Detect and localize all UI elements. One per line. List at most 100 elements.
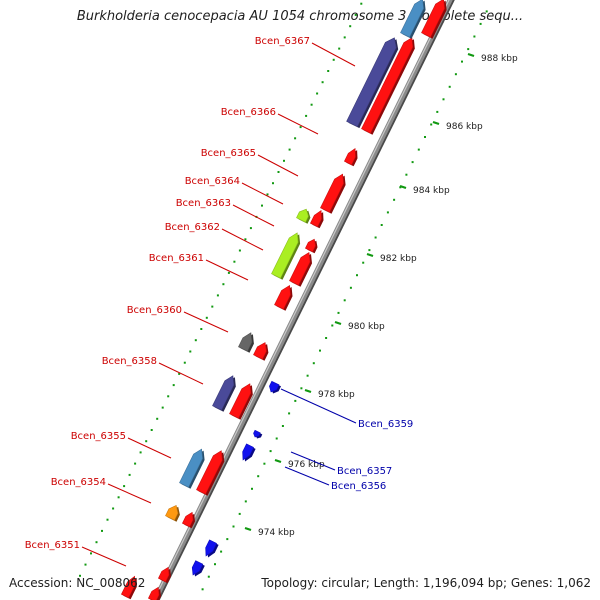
right-tick-dot	[349, 25, 352, 28]
forward-gene-arrow[interactable]	[179, 448, 203, 488]
left-tick-dot	[201, 588, 204, 591]
forward-gene-arrow[interactable]	[253, 342, 267, 360]
scale-tick-label: 974 kbp	[258, 528, 295, 538]
left-tick-dot	[300, 387, 303, 390]
left-tick-dot	[411, 161, 414, 164]
gene-label-bcen-6367[interactable]: Bcen_6367	[255, 36, 310, 47]
gene-label-leader	[311, 42, 356, 67]
scale-tick-mark	[399, 184, 407, 190]
left-tick-dot	[485, 10, 488, 13]
gene-label-bcen-6365[interactable]: Bcen_6365	[201, 148, 256, 159]
gene-label-bcen-6359[interactable]: Bcen_6359	[358, 419, 413, 430]
forward-gene-arrow[interactable]	[120, 575, 136, 599]
left-tick-dot	[337, 311, 340, 314]
left-tick-dot	[454, 73, 457, 76]
gene-label-bcen-6361[interactable]: Bcen_6361	[149, 253, 204, 264]
gene-label-bcen-6363[interactable]: Bcen_6363	[176, 198, 231, 209]
left-tick-dot	[312, 362, 315, 365]
right-tick-dot	[167, 395, 170, 398]
right-tick-dot	[178, 372, 181, 375]
forward-gene-arrow[interactable]	[361, 37, 414, 134]
forward-gene-arrow[interactable]	[196, 450, 223, 495]
forward-gene-arrow[interactable]	[400, 0, 424, 38]
gene-label-bcen-6366[interactable]: Bcen_6366	[221, 107, 276, 118]
forward-gene-arrow[interactable]	[274, 284, 291, 310]
right-tick-dot	[134, 462, 137, 465]
feature-layer	[120, 0, 447, 600]
left-tick-dot	[349, 286, 352, 289]
forward-gene-arrow[interactable]	[271, 232, 299, 279]
right-tick-dot	[123, 485, 126, 488]
forward-gene-arrow[interactable]	[320, 173, 344, 213]
right-tick-dot	[288, 148, 291, 151]
gene-label-bcen-6355[interactable]: Bcen_6355	[71, 431, 126, 442]
left-tick-dot	[473, 35, 476, 38]
right-tick-dot	[227, 271, 230, 274]
right-tick-dot	[244, 238, 247, 241]
gene-label-bcen-6364[interactable]: Bcen_6364	[185, 176, 240, 187]
left-tick-dot	[269, 450, 272, 453]
left-tick-dot	[220, 550, 223, 553]
left-tick-dot	[275, 437, 278, 440]
left-tick-dot	[331, 324, 334, 327]
right-tick-dot	[343, 36, 346, 39]
forward-gene-arrow[interactable]	[157, 566, 170, 583]
scale-tick-mark	[274, 458, 282, 464]
right-tick-dot	[117, 496, 120, 499]
left-tick-dot	[251, 487, 253, 490]
gene-label-bcen-6356[interactable]: Bcen_6356	[331, 481, 386, 492]
left-tick-dot	[448, 85, 451, 88]
left-tick-dot	[343, 299, 346, 302]
forward-gene-arrow[interactable]	[309, 210, 322, 228]
gene-label-bcen-6362[interactable]: Bcen_6362	[165, 222, 220, 233]
forward-gene-arrow[interactable]	[181, 511, 194, 528]
forward-gene-arrow[interactable]	[165, 504, 179, 521]
left-tick-dot	[319, 349, 321, 352]
reverse-gene-arrow[interactable]	[269, 380, 280, 393]
right-tick-dot	[316, 92, 319, 95]
forward-gene-arrow[interactable]	[238, 332, 253, 352]
right-tick-dot	[310, 103, 313, 106]
scale-tick-label: 988 kbp	[481, 54, 518, 64]
forward-gene-arrow[interactable]	[421, 0, 445, 38]
forward-gene-arrow[interactable]	[147, 586, 160, 600]
forward-gene-arrow[interactable]	[229, 383, 252, 419]
gene-label-bcen-6357[interactable]: Bcen_6357	[337, 466, 392, 477]
forward-gene-arrow[interactable]	[212, 375, 235, 411]
right-tick-dot	[321, 81, 324, 84]
left-tick-dot	[238, 512, 241, 515]
gene-label-bcen-6360[interactable]: Bcen_6360	[127, 305, 182, 316]
forward-gene-arrow[interactable]	[346, 37, 397, 127]
gene-label-bcen-6354[interactable]: Bcen_6354	[51, 477, 106, 488]
right-tick-dot	[101, 529, 103, 532]
reverse-gene-arrow[interactable]	[205, 539, 217, 557]
forward-gene-arrow[interactable]	[304, 238, 316, 253]
left-tick-dot	[393, 198, 396, 201]
left-tick-dot	[306, 374, 309, 377]
left-tick-dot	[417, 148, 420, 151]
right-tick-dot	[305, 114, 308, 117]
right-tick-dot	[79, 574, 81, 577]
gene-label-leader	[205, 259, 249, 281]
gene-label-bcen-6358[interactable]: Bcen_6358	[102, 356, 157, 367]
reverse-gene-arrow[interactable]	[191, 560, 204, 576]
forward-gene-arrow[interactable]	[343, 148, 356, 166]
right-tick-dot	[294, 137, 297, 140]
gene-label-leader	[158, 362, 204, 385]
reverse-gene-arrow[interactable]	[253, 429, 261, 438]
left-tick-dot	[374, 236, 377, 239]
forward-gene-arrow[interactable]	[296, 208, 309, 223]
right-tick-dot	[249, 227, 252, 230]
gene-label-bcen-6351[interactable]: Bcen_6351	[25, 540, 80, 551]
left-tick-dot	[386, 211, 389, 214]
left-tick-dot	[288, 412, 291, 415]
scale-tick-label: 980 kbp	[348, 322, 385, 332]
right-tick-dot	[128, 473, 131, 476]
forward-gene-arrow[interactable]	[289, 251, 311, 286]
left-tick-dot	[362, 261, 365, 264]
right-tick-dot	[283, 159, 285, 162]
reverse-gene-arrow[interactable]	[242, 443, 254, 461]
backbone-highlight	[153, 0, 450, 600]
right-tick-dot	[354, 13, 357, 16]
